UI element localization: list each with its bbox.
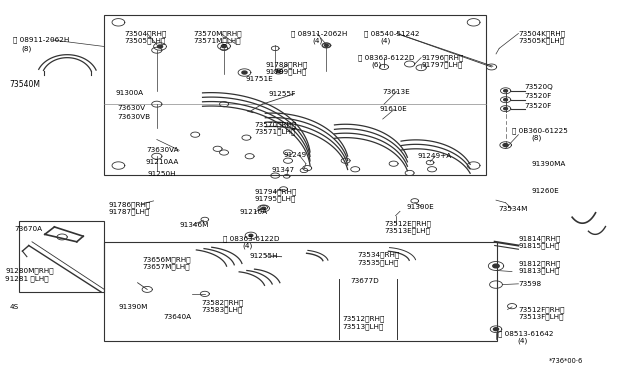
Text: 73570〈RH〉: 73570〈RH〉 xyxy=(255,121,297,128)
Text: 91751E: 91751E xyxy=(245,76,273,82)
Text: 91390MA: 91390MA xyxy=(531,161,566,167)
Text: 73630VB: 73630VB xyxy=(117,114,150,120)
Text: 73630V: 73630V xyxy=(117,105,145,111)
Text: 4S: 4S xyxy=(10,304,19,310)
Text: 91346M: 91346M xyxy=(179,222,209,228)
Text: ⓓ 08911-2062H: ⓓ 08911-2062H xyxy=(291,30,348,37)
Text: 73520Q: 73520Q xyxy=(525,84,554,90)
Text: 73505K〈LH〉: 73505K〈LH〉 xyxy=(518,37,564,44)
Text: (4): (4) xyxy=(242,242,252,249)
Text: 73677D: 73677D xyxy=(350,278,379,284)
Text: 91280M〈RH〉: 91280M〈RH〉 xyxy=(5,268,54,275)
Text: 91249+A: 91249+A xyxy=(417,153,452,159)
Text: 73535〈LH〉: 73535〈LH〉 xyxy=(357,259,399,266)
Circle shape xyxy=(262,207,266,209)
Text: 91815〈LH〉: 91815〈LH〉 xyxy=(518,243,560,249)
Text: 73520F: 73520F xyxy=(525,93,552,99)
Text: 73640A: 73640A xyxy=(163,314,191,320)
Text: 91786〈RH〉: 91786〈RH〉 xyxy=(109,201,151,208)
Text: 73613E: 73613E xyxy=(382,89,410,94)
Bar xyxy=(104,15,486,175)
Text: 73512F〈RH〉: 73512F〈RH〉 xyxy=(518,306,565,313)
Text: 73513F〈LH〉: 73513F〈LH〉 xyxy=(518,313,564,320)
Text: 91210AA: 91210AA xyxy=(146,159,179,165)
Text: 73630VA: 73630VA xyxy=(146,147,179,153)
Circle shape xyxy=(324,44,328,46)
Text: 91249: 91249 xyxy=(284,153,307,158)
Circle shape xyxy=(504,108,508,110)
Text: 73504K〈RH〉: 73504K〈RH〉 xyxy=(518,30,566,37)
Text: 91797〈LH〉: 91797〈LH〉 xyxy=(421,61,463,68)
Text: 91813〈LH〉: 91813〈LH〉 xyxy=(518,267,560,274)
Circle shape xyxy=(504,99,508,101)
Circle shape xyxy=(276,70,280,73)
Circle shape xyxy=(493,328,499,331)
Text: 91787〈LH〉: 91787〈LH〉 xyxy=(109,208,150,215)
Text: 73534〈RH〉: 73534〈RH〉 xyxy=(357,252,399,259)
Text: 91250H: 91250H xyxy=(147,171,176,177)
Circle shape xyxy=(493,264,499,268)
Text: (8): (8) xyxy=(21,46,31,52)
Text: Ⓢ 08363-6122D: Ⓢ 08363-6122D xyxy=(223,235,279,242)
Text: 91610E: 91610E xyxy=(380,106,407,112)
Text: 73598: 73598 xyxy=(518,281,541,287)
Text: 73582〈RH〉: 73582〈RH〉 xyxy=(202,299,244,306)
Text: Ⓢ 0B360-61225: Ⓢ 0B360-61225 xyxy=(512,128,568,134)
Text: 91281 〈LH〉: 91281 〈LH〉 xyxy=(5,275,49,282)
Text: *736*00·6: *736*00·6 xyxy=(549,358,584,364)
Circle shape xyxy=(221,45,227,48)
Text: Ⓢ 08540-51242: Ⓢ 08540-51242 xyxy=(364,30,419,37)
Text: (4): (4) xyxy=(381,37,391,44)
Text: 91812〈RH〉: 91812〈RH〉 xyxy=(518,260,561,267)
Text: Ⓢ 08363-6122D: Ⓢ 08363-6122D xyxy=(358,54,415,61)
Text: 91795〈LH〉: 91795〈LH〉 xyxy=(254,196,296,202)
Text: 91260E: 91260E xyxy=(531,188,559,194)
Text: 91794〈RH〉: 91794〈RH〉 xyxy=(254,189,296,195)
Text: 91255F: 91255F xyxy=(269,91,296,97)
Circle shape xyxy=(504,90,508,92)
Text: 91789〈LH〉: 91789〈LH〉 xyxy=(266,68,307,75)
Text: 73670A: 73670A xyxy=(14,226,42,232)
Circle shape xyxy=(242,71,247,74)
Bar xyxy=(104,242,497,341)
Text: 73505〈LH〉: 73505〈LH〉 xyxy=(125,37,166,44)
Text: 73657M〈LH〉: 73657M〈LH〉 xyxy=(142,263,189,270)
Text: 91255H: 91255H xyxy=(250,253,278,259)
Text: 91300E: 91300E xyxy=(406,204,434,210)
Text: 91210A: 91210A xyxy=(240,209,268,215)
Bar xyxy=(19,221,104,292)
Text: 91788〈RH〉: 91788〈RH〉 xyxy=(266,61,308,68)
Text: 73504〈RH〉: 73504〈RH〉 xyxy=(125,30,167,37)
Text: 73570M〈RH〉: 73570M〈RH〉 xyxy=(193,30,242,37)
Text: 73520F: 73520F xyxy=(525,103,552,109)
Text: 73571M〈LH〉: 73571M〈LH〉 xyxy=(193,37,241,44)
Text: Ⓢ 08513-61642: Ⓢ 08513-61642 xyxy=(498,330,554,337)
Text: 91796〈RH〉: 91796〈RH〉 xyxy=(421,54,463,61)
Text: 91347: 91347 xyxy=(272,167,295,173)
Text: ⓓ 08911-2062H: ⓓ 08911-2062H xyxy=(13,36,69,43)
Text: (4): (4) xyxy=(312,37,323,44)
Text: 73512〈RH〉: 73512〈RH〉 xyxy=(342,316,385,323)
Circle shape xyxy=(249,234,253,237)
Circle shape xyxy=(503,144,508,147)
Text: 73534M: 73534M xyxy=(498,206,527,212)
Circle shape xyxy=(157,45,163,48)
Text: (4): (4) xyxy=(517,337,527,344)
Text: 73583〈LH〉: 73583〈LH〉 xyxy=(202,307,243,313)
Text: (8): (8) xyxy=(531,135,541,141)
Text: (6): (6) xyxy=(371,61,381,68)
Text: 73513E〈LH〉: 73513E〈LH〉 xyxy=(384,227,430,234)
Text: 73571〈LH〉: 73571〈LH〉 xyxy=(255,128,296,135)
Text: 91300A: 91300A xyxy=(115,90,143,96)
Text: 91814〈RH〉: 91814〈RH〉 xyxy=(518,235,561,242)
Text: 91390M: 91390M xyxy=(118,304,148,310)
Text: 73513〈LH〉: 73513〈LH〉 xyxy=(342,323,384,330)
Text: 73512E〈RH〉: 73512E〈RH〉 xyxy=(384,220,431,227)
Text: 73656M〈RH〉: 73656M〈RH〉 xyxy=(142,256,191,263)
Text: 73540M: 73540M xyxy=(10,80,40,89)
